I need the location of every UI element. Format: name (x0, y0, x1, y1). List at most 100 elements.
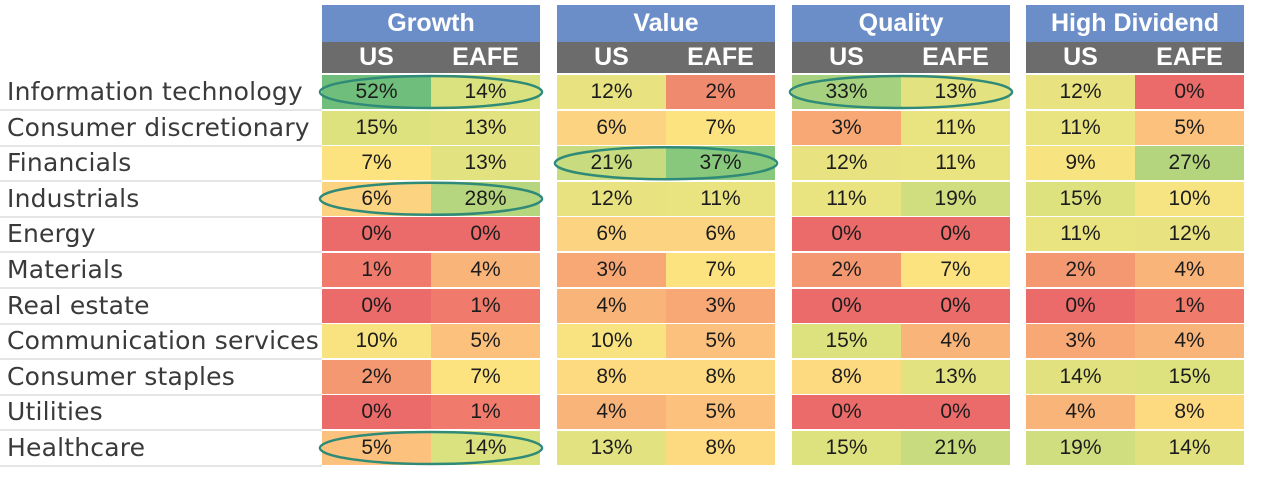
heatmap-cell: 13% (901, 75, 1010, 109)
heatmap-cell: 2% (322, 359, 431, 394)
heatmap-cell: 11% (1026, 217, 1135, 252)
heatmap-cell: 4% (557, 395, 666, 430)
heatmap-cell: 12% (1026, 75, 1135, 109)
heatmap-cell: 33% (792, 75, 901, 109)
heatmap-cell: 52% (322, 75, 431, 109)
heatmap-cell: 4% (1135, 324, 1244, 359)
heatmap-cell: 1% (431, 395, 540, 430)
heatmap-cell: 6% (557, 217, 666, 252)
row-divider (0, 393, 322, 396)
row-label: Consumer discretionary (7, 112, 310, 142)
heatmap-cell: 8% (666, 431, 775, 465)
row-label: Utilities (7, 397, 103, 427)
row-divider (0, 109, 322, 111)
heatmap-cell: 7% (901, 253, 1010, 287)
sub-header-eafe: EAFE (666, 42, 775, 73)
heatmap-cell: 4% (1026, 395, 1135, 430)
heatmap-cell: 2% (792, 253, 901, 287)
heatmap-cell: 3% (557, 253, 666, 287)
sub-header-eafe: EAFE (901, 42, 1010, 73)
group-header-value: Value (557, 5, 775, 42)
sub-header-eafe: EAFE (1135, 42, 1244, 73)
heatmap-cell: 8% (557, 359, 666, 394)
row-divider (0, 287, 322, 289)
heatmap-cell: 6% (666, 217, 775, 252)
heatmap-cell: 15% (1135, 359, 1244, 394)
heatmap-cell: 0% (901, 217, 1010, 252)
sub-header-eafe: EAFE (431, 42, 540, 73)
heatmap-cell: 11% (1026, 110, 1135, 145)
heatmap-cell: 7% (322, 146, 431, 181)
heatmap-cell: 19% (1026, 431, 1135, 465)
row-label: Healthcare (7, 433, 146, 462)
heatmap-cell: 11% (901, 146, 1010, 181)
heatmap-cell: 5% (666, 324, 775, 359)
heatmap-cell: 4% (901, 324, 1010, 359)
heatmap-cell: 4% (431, 253, 540, 287)
heatmap-cell: 5% (1135, 110, 1244, 145)
heatmap-cell: 15% (792, 431, 901, 465)
heatmap-cell: 5% (666, 395, 775, 430)
row-label: Materials (7, 255, 124, 284)
heatmap-cell: 0% (431, 217, 540, 252)
heatmap-cell: 7% (666, 253, 775, 287)
heatmap-cell: 4% (1135, 253, 1244, 287)
sub-header-us: US (557, 42, 666, 73)
heatmap-cell: 12% (1135, 217, 1244, 252)
group-header-growth: Growth (322, 5, 540, 42)
row-divider (0, 322, 322, 325)
heatmap-cell: 12% (557, 181, 666, 216)
heatmap-cell: 0% (792, 217, 901, 252)
heatmap-cell: 0% (1026, 288, 1135, 323)
heatmap-cell: 21% (557, 146, 666, 181)
heatmap-cell: 0% (792, 288, 901, 323)
heatmap-cell: 15% (1026, 181, 1135, 216)
heatmap-cell: 4% (557, 288, 666, 323)
heatmap-cell: 13% (557, 431, 666, 465)
heatmap-cell: 0% (322, 288, 431, 323)
heatmap-cell: 15% (322, 110, 431, 145)
heatmap-cell: 11% (792, 181, 901, 216)
heatmap-cell: 1% (322, 253, 431, 287)
heatmap-cell: 6% (557, 110, 666, 145)
heatmap-cell: 3% (666, 288, 775, 323)
heatmap-cell: 0% (792, 395, 901, 430)
row-divider (0, 180, 322, 183)
heatmap-cell: 13% (901, 359, 1010, 394)
sub-header-us: US (1026, 42, 1135, 73)
heatmap-cell: 14% (431, 431, 540, 465)
heatmap-cell: 0% (901, 288, 1010, 323)
row-label: Consumer staples (7, 361, 235, 391)
heatmap-cell: 19% (901, 181, 1010, 216)
sub-header-us: US (322, 42, 431, 73)
row-label: Financials (7, 148, 132, 178)
row-label: Energy (7, 219, 96, 249)
heatmap-cell: 0% (1135, 75, 1244, 109)
heatmap-cell: 0% (901, 395, 1010, 430)
row-label: Real estate (7, 290, 150, 320)
heatmap-cell: 5% (322, 431, 431, 465)
heatmap-cell: 3% (792, 110, 901, 145)
heatmap-cell: 11% (901, 110, 1010, 145)
heatmap-cell: 10% (557, 324, 666, 359)
heatmap-cell: 12% (557, 75, 666, 109)
sub-header-us: US (792, 42, 901, 73)
heatmap-cell: 8% (1135, 395, 1244, 430)
heatmap-cell: 11% (666, 181, 775, 216)
row-divider (0, 144, 322, 147)
group-header-high-dividend: High Dividend (1026, 5, 1244, 42)
row-divider (0, 358, 322, 361)
heatmap-cell: 5% (431, 324, 540, 359)
heatmap-cell: 6% (322, 181, 431, 216)
heatmap-cell: 3% (1026, 324, 1135, 359)
heatmap-cell: 10% (1135, 181, 1244, 216)
row-divider (0, 429, 322, 432)
heatmap-cell: 0% (322, 395, 431, 430)
heatmap-cell: 10% (322, 324, 431, 359)
heatmap-cell: 8% (792, 359, 901, 394)
heatmap-cell: 0% (322, 217, 431, 252)
group-header-quality: Quality (792, 5, 1010, 42)
heatmap-cell: 14% (431, 75, 540, 109)
heatmap-cell: 27% (1135, 146, 1244, 181)
